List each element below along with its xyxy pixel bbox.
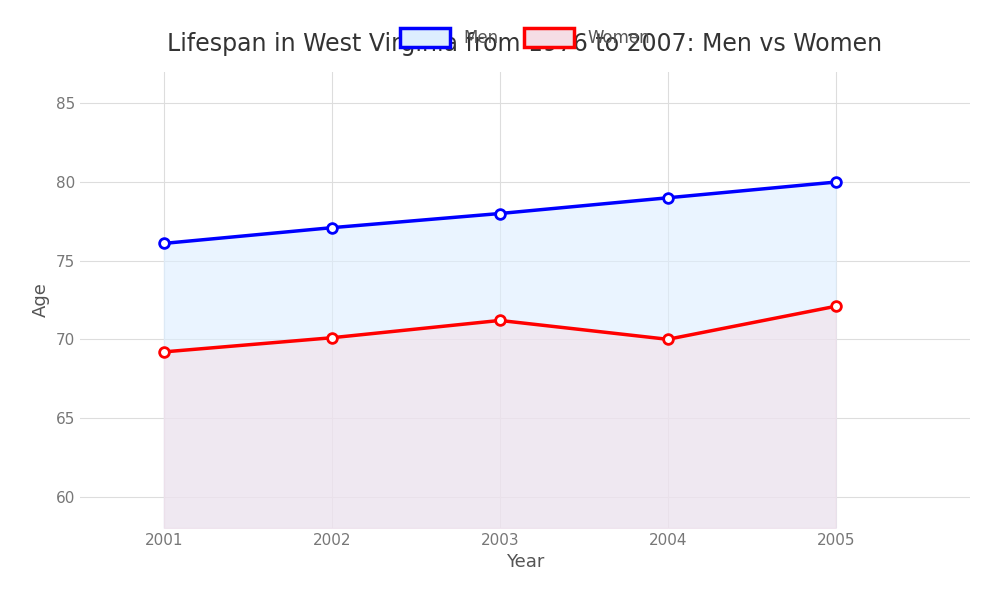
Y-axis label: Age: Age — [32, 283, 50, 317]
X-axis label: Year: Year — [506, 553, 544, 571]
Title: Lifespan in West Virginia from 1976 to 2007: Men vs Women: Lifespan in West Virginia from 1976 to 2… — [167, 32, 883, 56]
Legend: Men, Women: Men, Women — [394, 21, 656, 53]
